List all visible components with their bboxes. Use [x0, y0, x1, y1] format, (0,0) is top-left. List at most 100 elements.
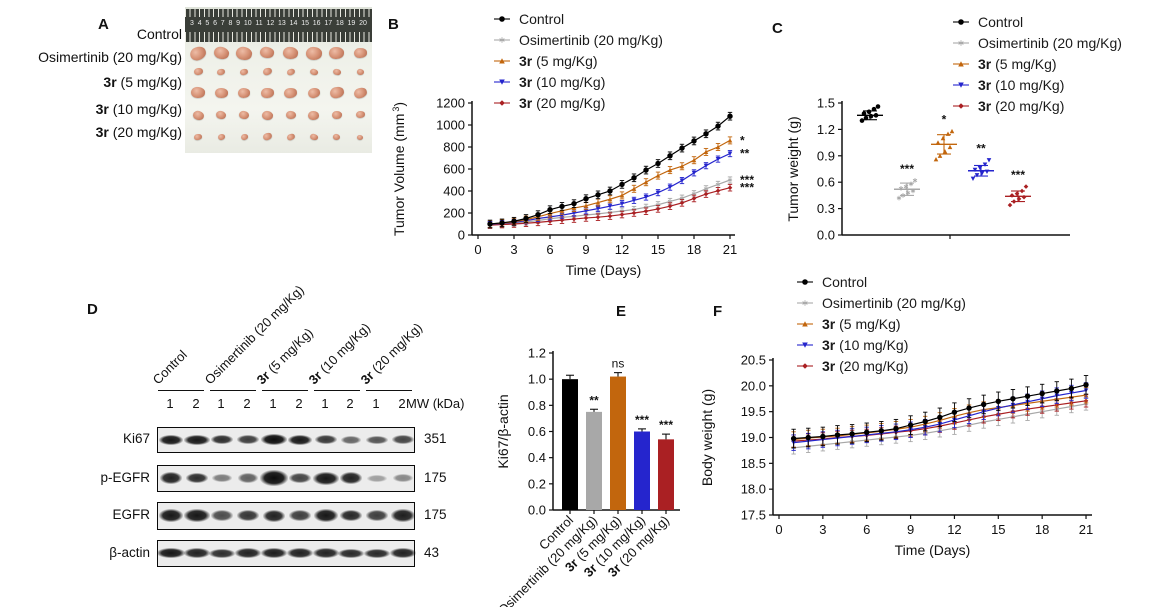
y-tick-label: 0.9 [817, 148, 835, 163]
data-point-marker [905, 190, 911, 196]
triangle-down-legend-marker-icon [494, 78, 510, 85]
data-point-marker [1019, 188, 1025, 194]
molecular-weight-value: 175 [424, 469, 447, 485]
blot-band [364, 548, 390, 558]
legend-item: 3r (5 mg/Kg) [493, 50, 663, 71]
blot-band [183, 548, 211, 558]
blot-band [389, 548, 417, 558]
bar [658, 439, 674, 510]
lane-number: 2 [346, 396, 354, 411]
panel-c-legend: Control Osimertinib (20 mg/Kg) 3r (5 mg/Kg… [952, 11, 1122, 116]
data-point-marker [995, 398, 1001, 405]
x-tick-label: 15 [651, 242, 665, 257]
triangle-down-legend-marker-icon [797, 341, 813, 348]
panel-b-letter: B [388, 16, 399, 33]
sig-label: *** [740, 173, 754, 187]
legend-label: 3r (10 mg/Kg) [978, 76, 1065, 93]
blot-band [391, 509, 415, 522]
blot-band [211, 510, 233, 521]
y-tick-label: 19.5 [741, 404, 766, 419]
data-point-marker [802, 299, 808, 306]
tumor-specimen [261, 109, 274, 121]
data-point-marker [691, 157, 697, 163]
x-tick-label: 21 [723, 242, 737, 257]
tumor-specimen [193, 133, 203, 141]
data-point-marker [903, 184, 909, 189]
tumor-specimen [238, 88, 251, 98]
tumor-specimen [190, 86, 206, 100]
data-point-marker [820, 433, 826, 440]
group-underline [210, 390, 256, 391]
y-tick-label: 20.5 [741, 353, 766, 368]
tumor-specimen [308, 67, 319, 77]
data-point-marker [487, 221, 493, 227]
data-point-marker [511, 218, 517, 224]
data-point-marker [805, 434, 811, 441]
y-tick-label: 1.0 [528, 372, 546, 387]
data-point-marker [868, 113, 874, 119]
x-tick-label: 0 [474, 242, 481, 257]
data-point-marker [643, 179, 649, 185]
panel-f-body-weight-chart: 17.5 18.0 18.5 19.0 19.5 20.0 20.5 0 3 6 9 12 15 18 21… [690, 350, 1162, 607]
circle-legend-marker-icon [797, 278, 813, 285]
lane-number: 1 [269, 396, 277, 411]
tumor-specimen [356, 134, 364, 140]
blot-band [289, 510, 311, 521]
blot-band [261, 434, 287, 445]
tumor-photo: 3 4 5 6 7 8 9 10 11 12 13 14 15 16 17 18 19 20 [185, 7, 372, 153]
data-point-marker [1054, 388, 1060, 394]
legend-item: 3r (5 mg/Kg) [796, 313, 966, 334]
y-tick-label: 19.0 [741, 430, 766, 445]
blot-band [339, 509, 363, 522]
blot-protein-label: EGFR [112, 507, 150, 522]
data-point-marker [972, 167, 978, 173]
y-tick-label: 0.0 [528, 503, 546, 518]
data-point-marker [727, 177, 733, 183]
tumor-specimen [328, 86, 345, 100]
y-axis-title: Body weight (g) [699, 389, 715, 486]
data-point-marker [945, 131, 951, 136]
data-point-marker [631, 175, 637, 181]
molecular-weight-value: 351 [424, 431, 447, 446]
data-point-marker [834, 432, 841, 438]
y-tick-label: 20.0 [741, 378, 766, 393]
blot-band [339, 472, 363, 484]
y-tick-label: 0.4 [528, 450, 546, 465]
panel-e-ki67-bar-chart: 0.0 0.2 0.4 0.6 0.8 1.0 1.2 Ki67/β-actin Control… [495, 335, 735, 607]
legend-label: 3r (5 mg/Kg) [519, 52, 598, 69]
legend-item: 3r (20 mg/Kg) [493, 92, 663, 113]
tumor-specimen [285, 110, 297, 120]
data-point-marker [535, 211, 541, 218]
y-axis-title: Ki67/β-actin [495, 394, 511, 468]
data-point-marker [907, 422, 914, 428]
data-point-marker [896, 195, 902, 201]
blot-1 [157, 427, 415, 453]
blot-band [367, 474, 387, 482]
x-tick-label: 6 [546, 242, 553, 257]
data-point-marker [1009, 193, 1015, 198]
legend-item: Control [493, 8, 663, 29]
panel-d-letter: D [87, 301, 98, 318]
data-point-marker [1024, 393, 1031, 399]
circle-legend-marker-icon [494, 15, 510, 22]
data-point-marker [571, 210, 577, 216]
data-point-marker [715, 123, 721, 129]
x-tick-label: 12 [947, 522, 961, 537]
legend-item: Control [952, 11, 1122, 32]
legend-label: Osimertinib (20 mg/Kg) [519, 31, 663, 48]
blot-band [185, 472, 209, 484]
data-point-marker [595, 192, 601, 198]
sig-label: ** [976, 142, 986, 156]
data-point-marker [607, 188, 613, 194]
blot-2 [157, 465, 415, 492]
data-point-marker [703, 131, 709, 137]
data-point-marker [1011, 199, 1017, 204]
diamond-legend-marker-icon [494, 99, 510, 106]
ruler: 3 4 5 6 7 8 9 10 11 12 13 14 15 16 17 18 19 20 [185, 9, 372, 42]
x-axis-title: Time (Days) [895, 542, 971, 558]
data-point-marker [655, 190, 661, 195]
data-point-marker [979, 171, 985, 176]
data-point-marker [910, 188, 916, 194]
data-point-marker [499, 78, 505, 85]
scatter-group-control [857, 104, 883, 123]
